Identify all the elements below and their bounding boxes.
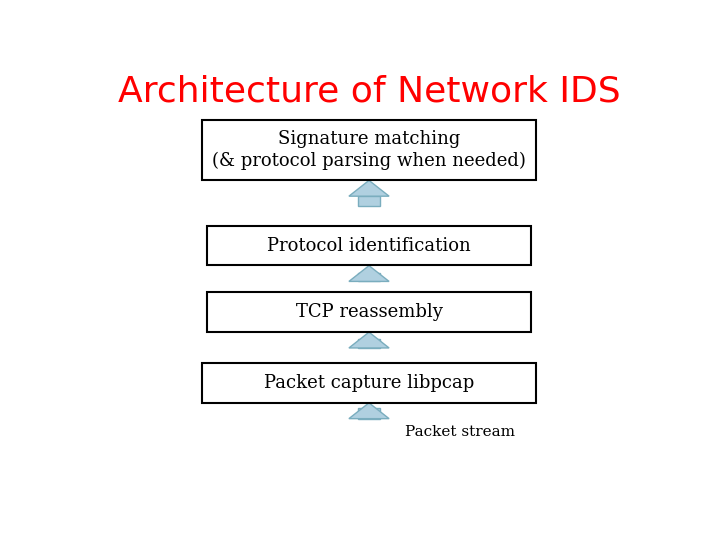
Text: TCP reassembly: TCP reassembly xyxy=(296,303,442,321)
Text: Signature matching
(& protocol parsing when needed): Signature matching (& protocol parsing w… xyxy=(212,131,526,170)
Text: Packet stream: Packet stream xyxy=(405,424,516,438)
Bar xyxy=(202,120,536,180)
Polygon shape xyxy=(349,266,389,281)
Text: Packet capture libpcap: Packet capture libpcap xyxy=(264,374,474,392)
Bar xyxy=(207,293,531,332)
Bar xyxy=(358,408,380,418)
Bar xyxy=(207,226,531,266)
Polygon shape xyxy=(349,403,389,418)
Bar xyxy=(202,363,536,403)
Polygon shape xyxy=(349,332,389,348)
Polygon shape xyxy=(349,180,389,196)
Bar xyxy=(358,273,380,281)
Text: Protocol identification: Protocol identification xyxy=(267,237,471,255)
Text: Architecture of Network IDS: Architecture of Network IDS xyxy=(117,75,621,109)
Bar xyxy=(358,339,380,348)
Bar xyxy=(358,196,380,206)
